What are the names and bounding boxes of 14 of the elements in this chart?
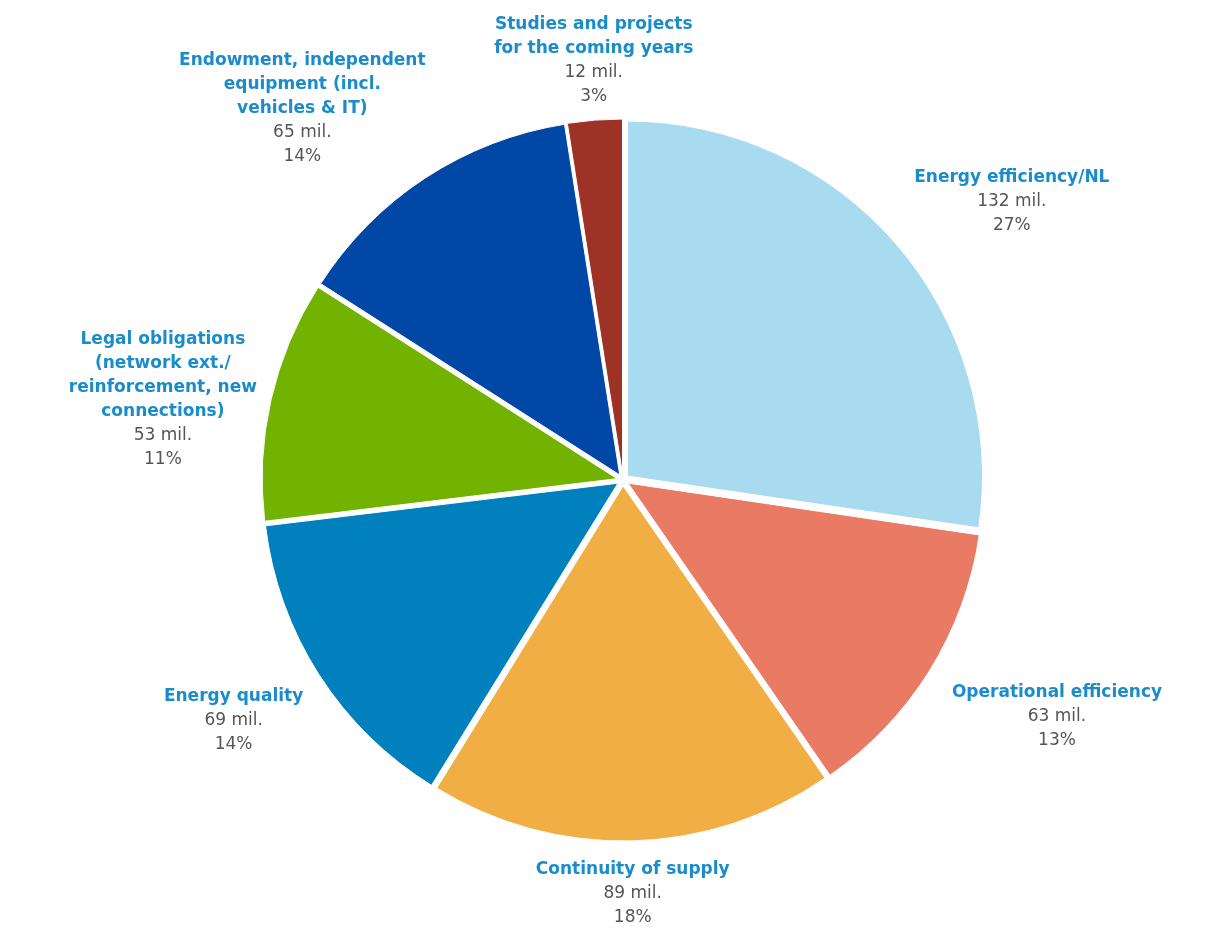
data-label: 65 mil. 14%: [273, 121, 332, 166]
data-label: 63 mil. 13%: [1027, 705, 1087, 750]
data-label: 89 mil. 18%: [603, 882, 662, 927]
slice-label: Energy efficiency/NL: [914, 166, 1110, 187]
slice-label: Endowment, independent equipment (incl. vehicles & IT): [179, 49, 426, 118]
slice-label: Legal obligations (network ext./ reinforcement, new connections): [68, 327, 258, 420]
slice-label: Studies and projects for the coming years: [494, 13, 694, 58]
data-label: 69 mil. 14%: [204, 709, 263, 754]
data-label: 53 mil. 11%: [133, 423, 193, 468]
slice-label: Continuity of supply: [535, 858, 730, 879]
slice-label: Operational efficiency: [951, 681, 1163, 702]
data-label: 12 mil. 3%: [564, 61, 623, 106]
slice-label: Energy quality: [163, 685, 304, 706]
data-label: 132 mil. 27%: [977, 190, 1047, 235]
